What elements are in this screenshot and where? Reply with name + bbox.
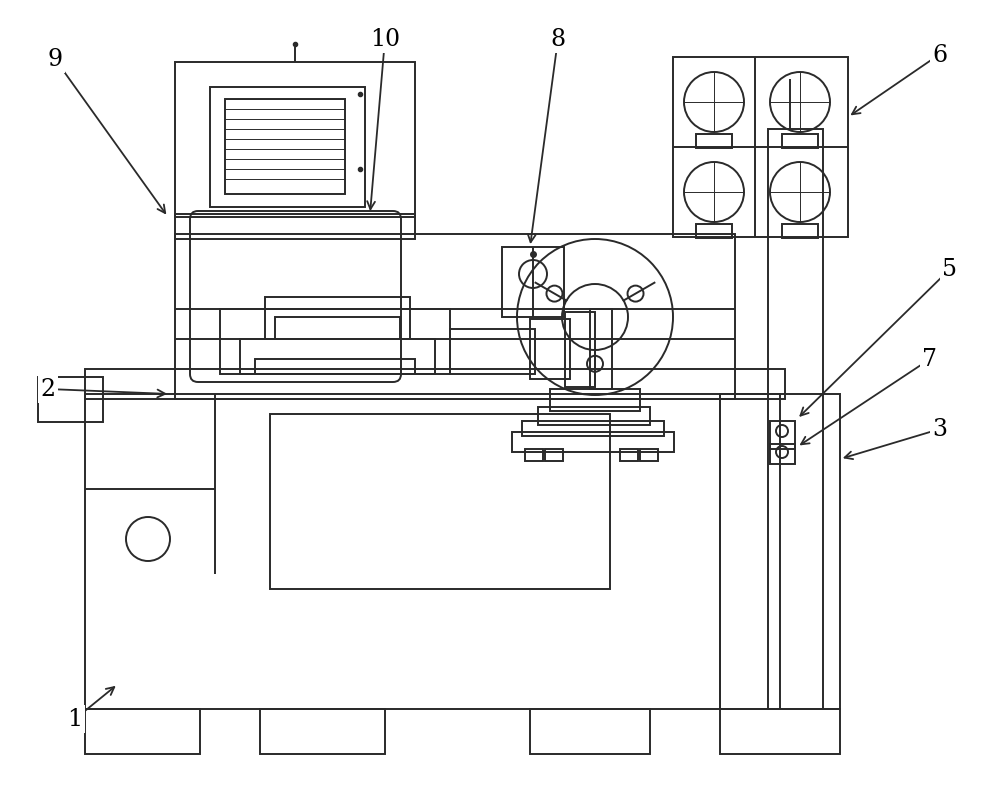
Text: 10: 10 bbox=[370, 28, 400, 51]
Bar bbox=[770, 444, 795, 465]
Bar bbox=[538, 407, 650, 426]
Bar bbox=[225, 100, 345, 195]
Bar bbox=[530, 320, 570, 380]
Bar bbox=[782, 225, 818, 238]
Bar bbox=[696, 135, 732, 148]
Bar bbox=[240, 340, 435, 375]
Bar bbox=[275, 318, 400, 340]
Bar bbox=[85, 370, 785, 400]
Bar bbox=[175, 215, 415, 240]
Bar bbox=[768, 130, 823, 709]
Text: 1: 1 bbox=[67, 708, 83, 731]
Bar bbox=[565, 312, 595, 388]
Bar bbox=[590, 310, 612, 389]
Bar bbox=[175, 63, 415, 217]
Text: 8: 8 bbox=[550, 28, 566, 51]
Text: 7: 7 bbox=[922, 348, 937, 371]
Bar bbox=[512, 432, 674, 453]
Bar bbox=[620, 449, 638, 461]
Text: 3: 3 bbox=[932, 418, 947, 441]
Bar bbox=[782, 135, 818, 148]
Bar bbox=[770, 422, 795, 449]
Bar bbox=[720, 394, 780, 709]
Bar bbox=[640, 449, 658, 461]
Bar bbox=[255, 359, 415, 375]
Bar bbox=[522, 422, 664, 436]
Bar bbox=[720, 709, 840, 754]
Bar bbox=[696, 225, 732, 238]
Bar bbox=[260, 709, 385, 754]
Bar bbox=[210, 88, 365, 208]
Text: 9: 9 bbox=[47, 49, 63, 71]
Bar bbox=[85, 709, 200, 754]
Bar bbox=[550, 389, 640, 411]
Bar bbox=[673, 58, 848, 238]
Bar bbox=[220, 310, 450, 375]
Bar bbox=[175, 234, 735, 400]
Text: 2: 2 bbox=[40, 378, 56, 401]
Bar bbox=[525, 449, 543, 461]
Text: 6: 6 bbox=[932, 44, 948, 67]
Bar bbox=[530, 709, 650, 754]
Bar bbox=[450, 329, 535, 375]
Bar bbox=[270, 414, 610, 590]
Bar bbox=[265, 298, 410, 340]
Text: 5: 5 bbox=[942, 258, 957, 281]
Bar bbox=[502, 247, 564, 318]
Bar bbox=[38, 378, 103, 423]
Bar bbox=[85, 394, 840, 709]
Bar bbox=[545, 449, 563, 461]
